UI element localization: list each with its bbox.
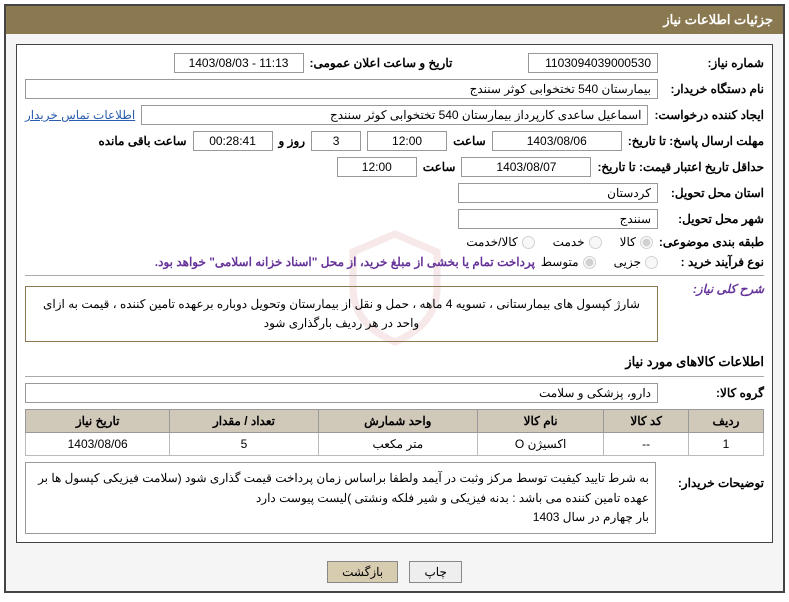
items-table-td: اکسیژن O [477, 433, 603, 456]
requester-value: اسماعیل ساعدی کارپرداز بیمارستان 540 تخت… [141, 105, 648, 125]
items-table-th: واحد شمارش [318, 410, 477, 433]
reply-date-value: 1403/08/06 [492, 131, 622, 151]
row-subject-class: طبقه بندی موضوعی: کالا خدمت کالا/خدمت [25, 235, 764, 249]
header-bar: جزئیات اطلاعات نیاز [6, 6, 783, 34]
buyer-notes-box: به شرط تایید کیفیت توسط مرکز وثبت در آیم… [25, 462, 656, 534]
buyer-notes-text2: بار چهارم در سال 1403 [32, 508, 649, 527]
delivery-city-value: سنندج [458, 209, 658, 229]
items-table-th: نام کالا [477, 410, 603, 433]
announce-dt-label: تاریخ و ساعت اعلان عمومی: [310, 56, 453, 70]
radio-goods[interactable]: کالا [620, 235, 653, 249]
days-remaining-value: 3 [311, 131, 361, 151]
table-row: 1--اکسیژن Oمتر مکعب51403/08/06 [26, 433, 764, 456]
buyer-org-label: نام دستگاه خریدار: [664, 82, 764, 96]
radio-partial-input[interactable] [645, 256, 658, 269]
overall-desc-box: شارژ کپسول های بیمارستانی ، تسویه 4 ماهه… [25, 286, 658, 342]
items-table-header-row: ردیفکد کالانام کالاواحد شمارشتعداد / مقد… [26, 410, 764, 433]
announce-dt-value: 1403/08/03 - 11:13 [174, 53, 304, 73]
price-time-value: 12:00 [337, 157, 417, 177]
divider-1 [25, 275, 764, 276]
back-button[interactable]: بازگشت [327, 561, 398, 583]
items-table-td: متر مکعب [318, 433, 477, 456]
delivery-city-label: شهر محل تحویل: [664, 212, 764, 226]
items-table: ردیفکد کالانام کالاواحد شمارشتعداد / مقد… [25, 409, 764, 456]
subject-class-radios: کالا خدمت کالا/خدمت [466, 235, 653, 249]
main-frame: جزئیات اطلاعات نیاز شماره نیاز: 11030940… [4, 4, 785, 593]
hours-remaining-label: ساعت باقی مانده [98, 134, 186, 148]
items-table-th: تعداد / مقدار [170, 410, 318, 433]
details-panel: شماره نیاز: 1103094039000530 تاریخ و ساع… [16, 44, 773, 543]
divider-2 [25, 376, 764, 377]
subject-class-label: طبقه بندی موضوعی: [659, 235, 764, 249]
buyer-notes-text: به شرط تایید کیفیت توسط مرکز وثبت در آیم… [32, 469, 649, 507]
row-overall-desc: شرح کلی نیاز: شارژ کپسول های بیمارستانی … [25, 282, 764, 346]
radio-goods-input[interactable] [640, 236, 653, 249]
row-delivery-prov: استان محل تحویل: کردستان [25, 183, 764, 203]
radio-medium-input[interactable] [583, 256, 596, 269]
row-goods-group: گروه کالا: دارو، پزشکی و سلامت [25, 383, 764, 403]
items-table-td: -- [604, 433, 689, 456]
hour-label-1: ساعت [453, 134, 486, 148]
process-note: پرداخت تمام یا بخشی از مبلغ خرید، از محل… [155, 255, 535, 269]
buyer-contact-link[interactable]: اطلاعات تماس خریدار [25, 108, 135, 122]
header-title: جزئیات اطلاعات نیاز [663, 12, 773, 27]
items-section-title: اطلاعات کالاهای مورد نیاز [25, 354, 764, 370]
time-remaining-value: 00:28:41 [193, 131, 273, 151]
need-no-value: 1103094039000530 [528, 53, 658, 73]
items-table-th: تاریخ نیاز [26, 410, 170, 433]
row-buyer-org: نام دستگاه خریدار: بیمارستان 540 تختخواب… [25, 79, 764, 99]
row-requester: ایجاد کننده درخواست: اسماعیل ساعدی کارپر… [25, 105, 764, 125]
overall-desc-text: شارژ کپسول های بیمارستانی ، تسویه 4 ماهه… [43, 297, 640, 330]
process-type-label: نوع فرآیند خرید : [664, 255, 764, 269]
delivery-prov-value: کردستان [458, 183, 658, 203]
row-need-number: شماره نیاز: 1103094039000530 تاریخ و ساع… [25, 53, 764, 73]
row-buyer-notes: توضیحات خریدار: به شرط تایید کیفیت توسط … [25, 462, 764, 534]
requester-label: ایجاد کننده درخواست: [654, 108, 764, 122]
buyer-org-value: بیمارستان 540 تختخوابی کوثر سنندج [25, 79, 658, 99]
reply-time-value: 12:00 [367, 131, 447, 151]
overall-desc-label: شرح کلی نیاز: [664, 282, 764, 296]
items-table-th: ردیف [689, 410, 764, 433]
button-row: چاپ بازگشت [6, 553, 783, 591]
buyer-notes-label: توضیحات خریدار: [664, 462, 764, 490]
row-process-type: نوع فرآیند خرید : جزیی متوسط پرداخت تمام… [25, 255, 764, 269]
need-no-label: شماره نیاز: [664, 56, 764, 70]
radio-medium[interactable]: متوسط [541, 255, 596, 269]
radio-partial[interactable]: جزیی [614, 255, 658, 269]
items-table-td: 1 [689, 433, 764, 456]
row-reply-deadline: مهلت ارسال پاسخ: تا تاریخ: 1403/08/06 سا… [25, 131, 764, 151]
hour-label-2: ساعت [423, 160, 456, 174]
row-delivery-city: شهر محل تحویل: سنندج [25, 209, 764, 229]
goods-group-value: دارو، پزشکی و سلامت [25, 383, 658, 403]
day-and-label: روز و [279, 134, 306, 148]
goods-group-label: گروه کالا: [664, 386, 764, 400]
radio-goods-service-input[interactable] [522, 236, 535, 249]
delivery-prov-label: استان محل تحویل: [664, 186, 764, 200]
price-validity-label: حداقل تاریخ اعتبار قیمت: تا تاریخ: [597, 160, 764, 174]
print-button[interactable]: چاپ [409, 561, 461, 583]
radio-service-input[interactable] [589, 236, 602, 249]
items-table-td: 5 [170, 433, 318, 456]
row-price-validity: حداقل تاریخ اعتبار قیمت: تا تاریخ: 1403/… [25, 157, 764, 177]
reply-deadline-label: مهلت ارسال پاسخ: تا تاریخ: [628, 134, 764, 148]
radio-goods-service[interactable]: کالا/خدمت [466, 235, 534, 249]
radio-service[interactable]: خدمت [553, 235, 602, 249]
items-table-td: 1403/08/06 [26, 433, 170, 456]
process-type-radios: جزیی متوسط [541, 255, 658, 269]
price-date-value: 1403/08/07 [461, 157, 591, 177]
items-table-th: کد کالا [604, 410, 689, 433]
